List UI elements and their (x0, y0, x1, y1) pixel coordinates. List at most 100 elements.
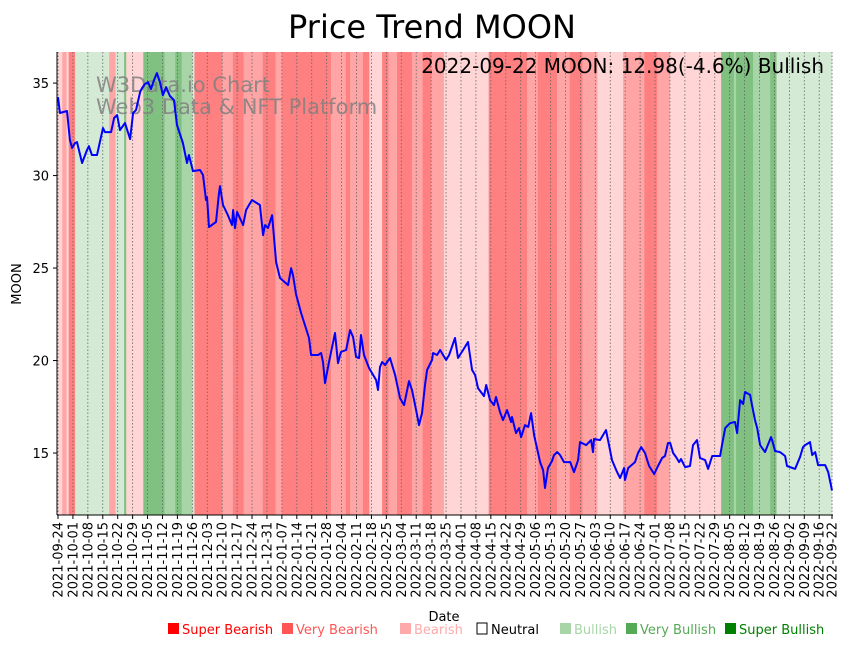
y-tick-label: 20 (32, 355, 49, 370)
x-tick-label: 2022-09-22 (826, 522, 841, 598)
x-tick-label: 2022-06-10 (604, 522, 619, 598)
x-tick-label: 2022-06-24 (634, 522, 649, 598)
sentiment-band (164, 52, 176, 515)
latest-price-annotation: 2022-09-22 MOON: 12.98(-4.6%) Bullish (421, 54, 824, 78)
x-tick-label: 2022-07-08 (663, 522, 678, 598)
sentiment-band (362, 52, 370, 515)
sentiment-band (345, 52, 351, 515)
x-tick-label: 2022-04-15 (484, 522, 499, 598)
sentiment-band (232, 52, 244, 515)
x-tick-label: 2021-12-03 (201, 522, 216, 598)
watermark: W3Data.io Chart Web3 Data & NFT Platform (96, 73, 377, 119)
x-tick-label: 2022-04-29 (514, 522, 529, 598)
x-tick-label: 2021-12-10 (216, 522, 231, 598)
sentiment-band (109, 52, 116, 515)
sentiment-band (382, 52, 389, 515)
x-tick-label: 2022-07-15 (678, 522, 693, 598)
x-axis-label: Date (428, 610, 459, 625)
legend-swatch-icon (168, 623, 179, 634)
x-tick-label: 2022-03-18 (425, 522, 440, 598)
sentiment-band (330, 52, 347, 515)
sentiment-band (192, 52, 195, 515)
legend-item: Bearish (400, 623, 463, 638)
x-tick-label: 2021-11-05 (141, 522, 156, 598)
legend-item: Bullish (560, 623, 617, 638)
sentiment-band (115, 52, 125, 515)
legend-item: Very Bullish (626, 623, 716, 638)
watermark-line-1: W3Data.io Chart (96, 73, 270, 97)
legend-swatch-icon (282, 623, 293, 634)
price-line (57, 72, 833, 491)
x-tick-label: 2022-09-16 (813, 522, 828, 598)
sentiment-band (443, 52, 490, 515)
legend-item: Neutral (476, 622, 539, 638)
x-tick-label: 2022-06-03 (589, 522, 604, 598)
x-tick-label: 2022-02-04 (335, 522, 350, 598)
legend-label: Super Bullish (739, 623, 824, 638)
legend-label: Very Bearish (296, 623, 378, 638)
sentiment-band (537, 52, 558, 515)
legend-swatch-icon (626, 623, 637, 634)
sentiment-band (75, 52, 110, 515)
legend-swatch-icon (560, 623, 571, 634)
x-tick-label: 2022-01-14 (290, 522, 305, 598)
x-tick-label: 2022-02-11 (350, 522, 365, 598)
x-tick-label: 2021-12-24 (246, 522, 261, 598)
x-tick-label: 2022-04-08 (469, 522, 484, 598)
sentiment-band (582, 52, 598, 515)
sentiment-band (222, 52, 234, 515)
sentiment-band (262, 52, 276, 515)
x-tick-label: 2021-11-12 (156, 522, 171, 598)
x-tick-label: 2021-10-01 (66, 522, 81, 598)
x-tick-label: 2022-01-28 (320, 522, 335, 598)
x-tick-label: 2022-05-06 (529, 522, 544, 598)
sentiment-band (556, 52, 571, 515)
sentiment-band (181, 52, 193, 515)
sentiment-band (68, 52, 76, 515)
sentiment-band (369, 52, 383, 515)
sentiment-band (126, 52, 144, 515)
sentiment-band (770, 52, 777, 515)
sentiment-band (66, 52, 69, 515)
legend-label: Neutral (491, 623, 539, 638)
legend-item: Very Bearish (282, 623, 378, 638)
x-tick-label: 2022-07-22 (693, 522, 708, 598)
x-tick-label: 2021-09-24 (52, 522, 67, 598)
y-tick-label: 15 (32, 447, 49, 462)
y-axis-label: MOON (10, 263, 25, 304)
sentiment-band (124, 52, 127, 515)
sentiment-band (569, 52, 583, 515)
sentiment-band (657, 52, 671, 515)
x-tick-label: 2022-06-17 (619, 522, 634, 598)
y-tick-label: 35 (32, 77, 49, 92)
x-tick-label: 2021-12-31 (260, 522, 275, 598)
x-tick-label: 2022-02-25 (380, 522, 395, 598)
x-tick-label: 2022-07-01 (649, 522, 664, 598)
x-tick-label: 2022-04-01 (454, 522, 469, 598)
legend: Super Bearish Very Bearish Bearish Neutral B… (168, 622, 824, 638)
x-tick-label: 2022-03-25 (440, 522, 455, 598)
sentiment-band (721, 52, 735, 515)
x-tick-label: 2022-04-22 (499, 522, 514, 598)
x-tick-label: 2021-12-17 (231, 522, 246, 598)
sentiment-band (753, 52, 771, 515)
x-tick-label: 2021-10-08 (81, 522, 96, 598)
y-tick-label: 25 (32, 262, 49, 277)
sentiment-band (275, 52, 283, 515)
watermark-line-2: Web3 Data & NFT Platform (96, 95, 377, 119)
x-tick-label: 2022-08-12 (738, 522, 753, 598)
sentiment-band (388, 52, 398, 515)
sentiment-band (411, 52, 423, 515)
x-tick-label: 2022-08-19 (753, 522, 768, 598)
y-axis-ticks: 15 20 25 30 35 (32, 77, 57, 462)
sentiment-band (669, 52, 722, 515)
legend-label: Very Bullish (640, 623, 716, 638)
sentiment-band (733, 52, 737, 515)
x-tick-label: 2022-05-20 (559, 522, 574, 598)
sentiment-band (397, 52, 413, 515)
x-tick-label: 2022-05-13 (544, 522, 559, 598)
x-tick-label: 2022-09-09 (798, 522, 813, 598)
x-tick-label: 2022-07-29 (708, 522, 723, 598)
x-tick-label: 2022-05-27 (574, 522, 589, 598)
